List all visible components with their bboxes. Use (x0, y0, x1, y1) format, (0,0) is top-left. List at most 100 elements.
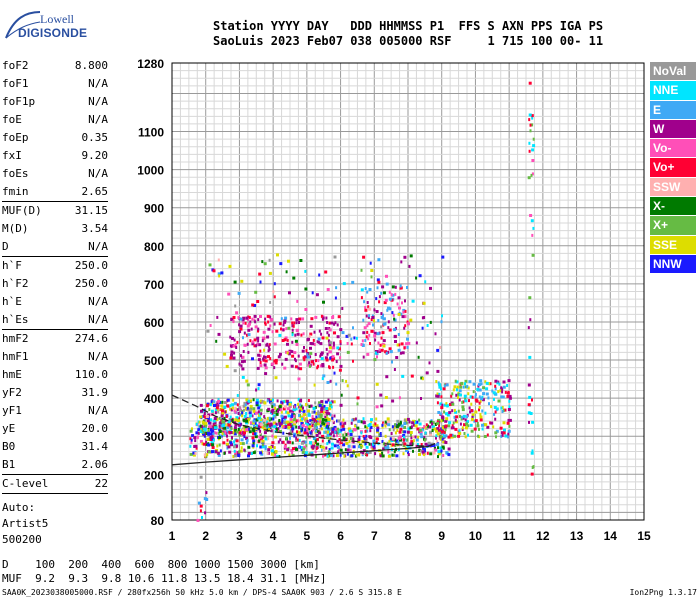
echo-point (457, 409, 460, 413)
echo-point (501, 410, 504, 413)
echo-point (202, 422, 205, 426)
echo-point (330, 414, 333, 418)
echo-point (205, 442, 209, 446)
echo-point (397, 296, 401, 300)
echo-point (351, 280, 355, 284)
echo-point (281, 401, 284, 405)
echo-point (310, 360, 314, 364)
echo-point (407, 322, 410, 326)
echo-point (464, 435, 467, 439)
echo-point (383, 422, 387, 426)
echo-point (239, 413, 242, 417)
echo-point (271, 434, 274, 438)
echo-point (240, 438, 244, 442)
echo-point (282, 425, 285, 429)
echo-point (502, 431, 506, 435)
echo-point (435, 434, 438, 438)
echo-point (329, 432, 332, 436)
echo-point (369, 261, 372, 265)
echo-point (308, 423, 311, 427)
echo-point (366, 301, 369, 304)
echo-point (257, 339, 260, 343)
echo-point (260, 418, 263, 421)
echo-point (478, 388, 482, 392)
echo-point (318, 429, 321, 433)
echo-point (208, 408, 211, 411)
echo-point (216, 315, 219, 319)
echo-point (278, 422, 282, 426)
echo-point (278, 333, 282, 337)
echo-point (394, 285, 397, 289)
echo-point (436, 394, 440, 398)
echo-point (400, 424, 404, 428)
echo-point (384, 396, 388, 399)
echo-point (294, 357, 296, 361)
echo-point (416, 420, 419, 424)
param-row-hes: h`Es N/A (2, 311, 108, 329)
echo-point (271, 411, 274, 415)
param-label: fxI (2, 149, 22, 162)
echo-point (291, 453, 295, 457)
echo-point (294, 339, 298, 343)
echo-point (199, 475, 203, 479)
echo-point (303, 346, 305, 349)
echo-point (291, 441, 294, 445)
echo-point (245, 441, 248, 445)
echo-point (320, 400, 324, 404)
echo-point (493, 412, 496, 416)
echo-point (286, 448, 290, 452)
echo-point (507, 408, 511, 411)
echo-point (298, 413, 300, 417)
echo-point (348, 429, 352, 433)
echo-point (200, 409, 203, 413)
echo-point (259, 315, 262, 318)
echo-point (325, 358, 329, 362)
echo-point (369, 342, 371, 345)
echo-point (429, 432, 432, 436)
echo-point (333, 371, 336, 375)
echo-point (328, 450, 331, 454)
echo-point (333, 430, 337, 434)
echo-point (360, 420, 363, 424)
echo-point (507, 432, 510, 436)
echo-point (285, 420, 289, 424)
echo-point (270, 445, 272, 449)
echo-point (311, 424, 314, 428)
x-tick-label: 8 (405, 529, 412, 543)
echo-point (406, 331, 410, 335)
echo-point (350, 337, 353, 341)
echo-point (300, 447, 303, 451)
echo-point (338, 442, 341, 446)
echo-point (461, 400, 464, 404)
param-row-he: h`E N/A (2, 293, 108, 311)
echo-point (403, 326, 406, 330)
echo-point (373, 331, 377, 335)
echo-point (245, 379, 249, 383)
echo-point (468, 399, 470, 403)
echo-point (243, 431, 246, 435)
echo-point (461, 426, 464, 430)
echo-point (461, 408, 465, 412)
echo-point (328, 407, 332, 411)
echo-point (375, 417, 378, 421)
echo-point (531, 116, 534, 120)
echo-point (239, 449, 243, 453)
echo-point (365, 439, 368, 443)
echo-point (442, 454, 445, 457)
echo-point (224, 410, 227, 414)
echo-point (264, 372, 268, 376)
echo-point (294, 333, 297, 337)
legend-item-x: X- (650, 197, 696, 216)
echo-point (345, 433, 348, 437)
echo-point (259, 437, 263, 441)
echo-point (304, 308, 308, 311)
echo-point (477, 434, 480, 438)
echo-point (387, 326, 390, 330)
echo-point (230, 350, 234, 354)
echo-point (417, 435, 420, 439)
echo-point (440, 406, 444, 410)
y-tick-label: 300 (144, 430, 164, 444)
echo-point (289, 405, 292, 409)
echo-point (271, 408, 275, 412)
